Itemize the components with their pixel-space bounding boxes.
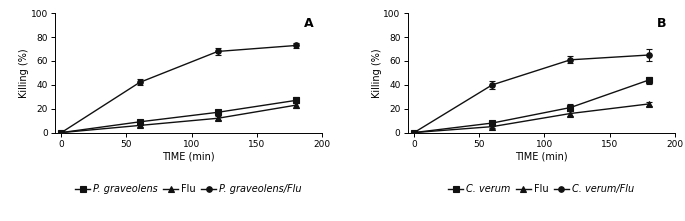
Y-axis label: Killing (%): Killing (%) [19,48,29,98]
Text: A: A [304,17,314,30]
Legend: C. verum, Flu, C. verum/Flu: C. verum, Flu, C. verum/Flu [445,180,638,198]
Y-axis label: Killing (%): Killing (%) [372,48,382,98]
Text: B: B [657,17,667,30]
X-axis label: TIME (min): TIME (min) [515,151,567,161]
Legend: P. graveolens, Flu, P. graveolens/Flu: P. graveolens, Flu, P. graveolens/Flu [71,180,306,198]
X-axis label: TIME (min): TIME (min) [162,151,214,161]
